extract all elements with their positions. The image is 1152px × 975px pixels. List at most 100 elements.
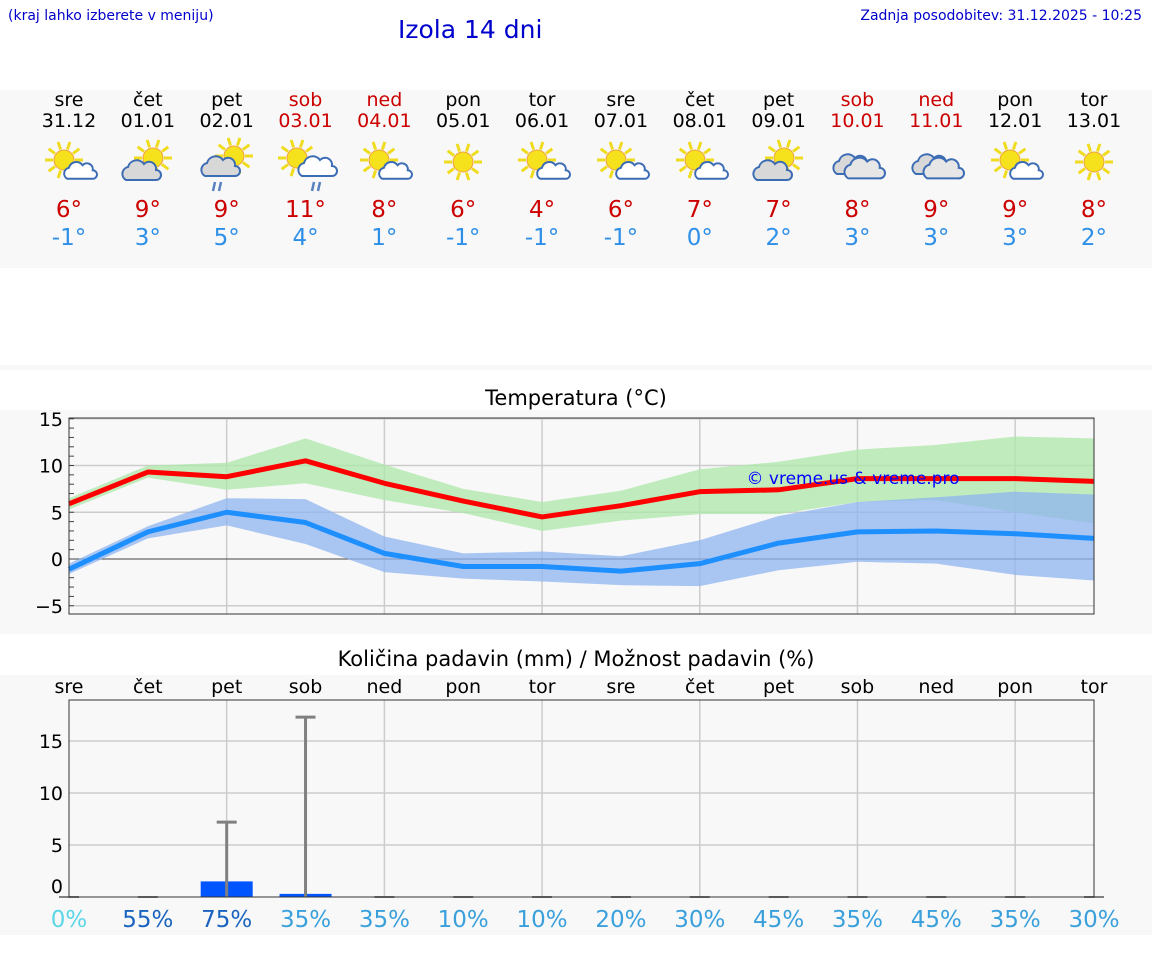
precip-probability: 20% xyxy=(595,907,646,933)
sun-ray xyxy=(1102,149,1111,157)
max-temp-range-band xyxy=(69,436,1094,531)
sun-ray xyxy=(381,141,387,151)
day-name: tor xyxy=(528,89,556,111)
day-name: pet xyxy=(763,89,795,111)
y-tick-label: 15 xyxy=(39,409,63,431)
day-label: čet xyxy=(133,676,163,698)
last-updated: Zadnja posodobitev: 31.12.2025 - 10:25 xyxy=(860,8,1142,24)
day-forecast: ned 04.01 8° 1° xyxy=(344,90,424,252)
day-date: 31.12 xyxy=(41,110,97,132)
sun-ray xyxy=(280,163,289,171)
sun-ray xyxy=(1077,167,1086,175)
precipitation-chart-title: Količina padavin (mm) / Možnost padavin … xyxy=(337,647,815,671)
precip-probability: 35% xyxy=(359,907,410,933)
day-forecast: pet 02.01 9° 5° xyxy=(187,90,267,252)
sun-ray xyxy=(520,147,530,155)
sun-ray xyxy=(471,167,480,175)
sun-cloud-rain-icon xyxy=(277,139,338,192)
day-date: 08.01 xyxy=(672,110,727,132)
day-label: sob xyxy=(841,676,875,698)
day-forecast: ned 11.01 9° 3° xyxy=(896,90,976,252)
min-temp: 3° xyxy=(134,225,161,251)
precip-probability: 10% xyxy=(517,907,568,933)
sun-ray xyxy=(617,141,624,151)
sun-ray xyxy=(791,145,800,153)
sun-ray xyxy=(1002,169,1009,179)
precip-probability: 0% xyxy=(51,907,88,933)
min-temp: 2° xyxy=(1080,225,1108,251)
cloud-shape xyxy=(378,161,414,180)
min-temp: 3° xyxy=(923,225,950,251)
sun-ray xyxy=(72,147,81,155)
min-temp: 1° xyxy=(371,225,398,251)
sun-ray xyxy=(1018,147,1027,155)
day-name: čet xyxy=(133,89,163,111)
precip-probability: 45% xyxy=(753,907,804,933)
day-label: pet xyxy=(211,676,242,698)
precip-probability: 10% xyxy=(438,907,489,933)
day-forecast: čet 08.01 7° 0° xyxy=(660,90,740,252)
max-temp: 8° xyxy=(1080,197,1108,223)
cloud-shape xyxy=(63,161,98,180)
sun-ray xyxy=(372,141,378,151)
page-title: Izola 14 dni xyxy=(398,15,543,44)
day-label: pon xyxy=(997,676,1033,698)
plot-frame xyxy=(68,417,1095,615)
day-date: 10.01 xyxy=(830,110,885,132)
sun-ray xyxy=(1102,167,1111,175)
temperature-chart-title: Temperatura (°C) xyxy=(485,386,667,410)
precip-probability: 75% xyxy=(201,907,252,933)
sun-ray xyxy=(47,165,56,173)
sun-ray xyxy=(160,145,170,153)
min-temp: -1° xyxy=(603,225,639,251)
sun-small-cloud-icon xyxy=(596,141,650,180)
sun-disc xyxy=(1083,151,1105,173)
y-tick-label: 15 xyxy=(39,731,63,753)
plot-area xyxy=(69,700,1094,897)
rain-drops xyxy=(310,181,321,192)
sun-ray xyxy=(608,169,614,179)
sun-small-cloud-icon xyxy=(360,141,414,180)
y-tick-label: 5 xyxy=(51,835,63,857)
sun-ray xyxy=(241,143,250,151)
day-date: 05.01 xyxy=(436,110,491,132)
sun-grey-cloud-icon xyxy=(121,139,172,181)
sun-ray xyxy=(678,165,687,173)
sun-ray xyxy=(539,141,545,151)
sun-ray xyxy=(1002,141,1009,151)
cloud-shape xyxy=(843,156,887,180)
cloud-shape xyxy=(693,161,729,180)
sun-ray xyxy=(289,139,295,149)
day-label: čet xyxy=(685,676,715,698)
cloud-shape xyxy=(121,159,162,181)
day-name: pet xyxy=(211,89,243,111)
sun-ray xyxy=(455,143,462,153)
sun-disc xyxy=(452,151,474,173)
day-forecast: pon 12.01 9° 3° xyxy=(975,90,1055,252)
day-label: sre xyxy=(55,676,84,698)
sun-ray xyxy=(696,141,703,151)
sun-ray xyxy=(599,165,608,173)
y-tick-label: 0 xyxy=(51,876,63,898)
sun-ray xyxy=(1095,171,1102,181)
location-menu-hint[interactable]: (kraj lahko izberete v meniju) xyxy=(8,8,214,24)
precip-probability: 30% xyxy=(674,907,725,933)
sun-ray xyxy=(160,163,170,171)
sun-ray xyxy=(47,147,56,155)
min-temp: 3° xyxy=(844,225,871,251)
precip-probability: 55% xyxy=(122,907,173,933)
sun-ray xyxy=(56,169,63,179)
day-forecast: čet 01.01 9° 3° xyxy=(108,90,188,252)
sun-ray xyxy=(136,145,145,153)
min-temp-line xyxy=(67,509,1095,574)
day-name: sob xyxy=(840,89,875,111)
day-label: pet xyxy=(763,676,794,698)
sun-ray xyxy=(702,147,712,155)
sun-ray xyxy=(56,141,63,151)
rain-drops xyxy=(211,181,222,192)
sun-ray xyxy=(154,139,161,149)
sun-ray xyxy=(1086,171,1093,181)
day-date: 09.01 xyxy=(751,110,806,132)
cloud-shape xyxy=(200,155,241,177)
